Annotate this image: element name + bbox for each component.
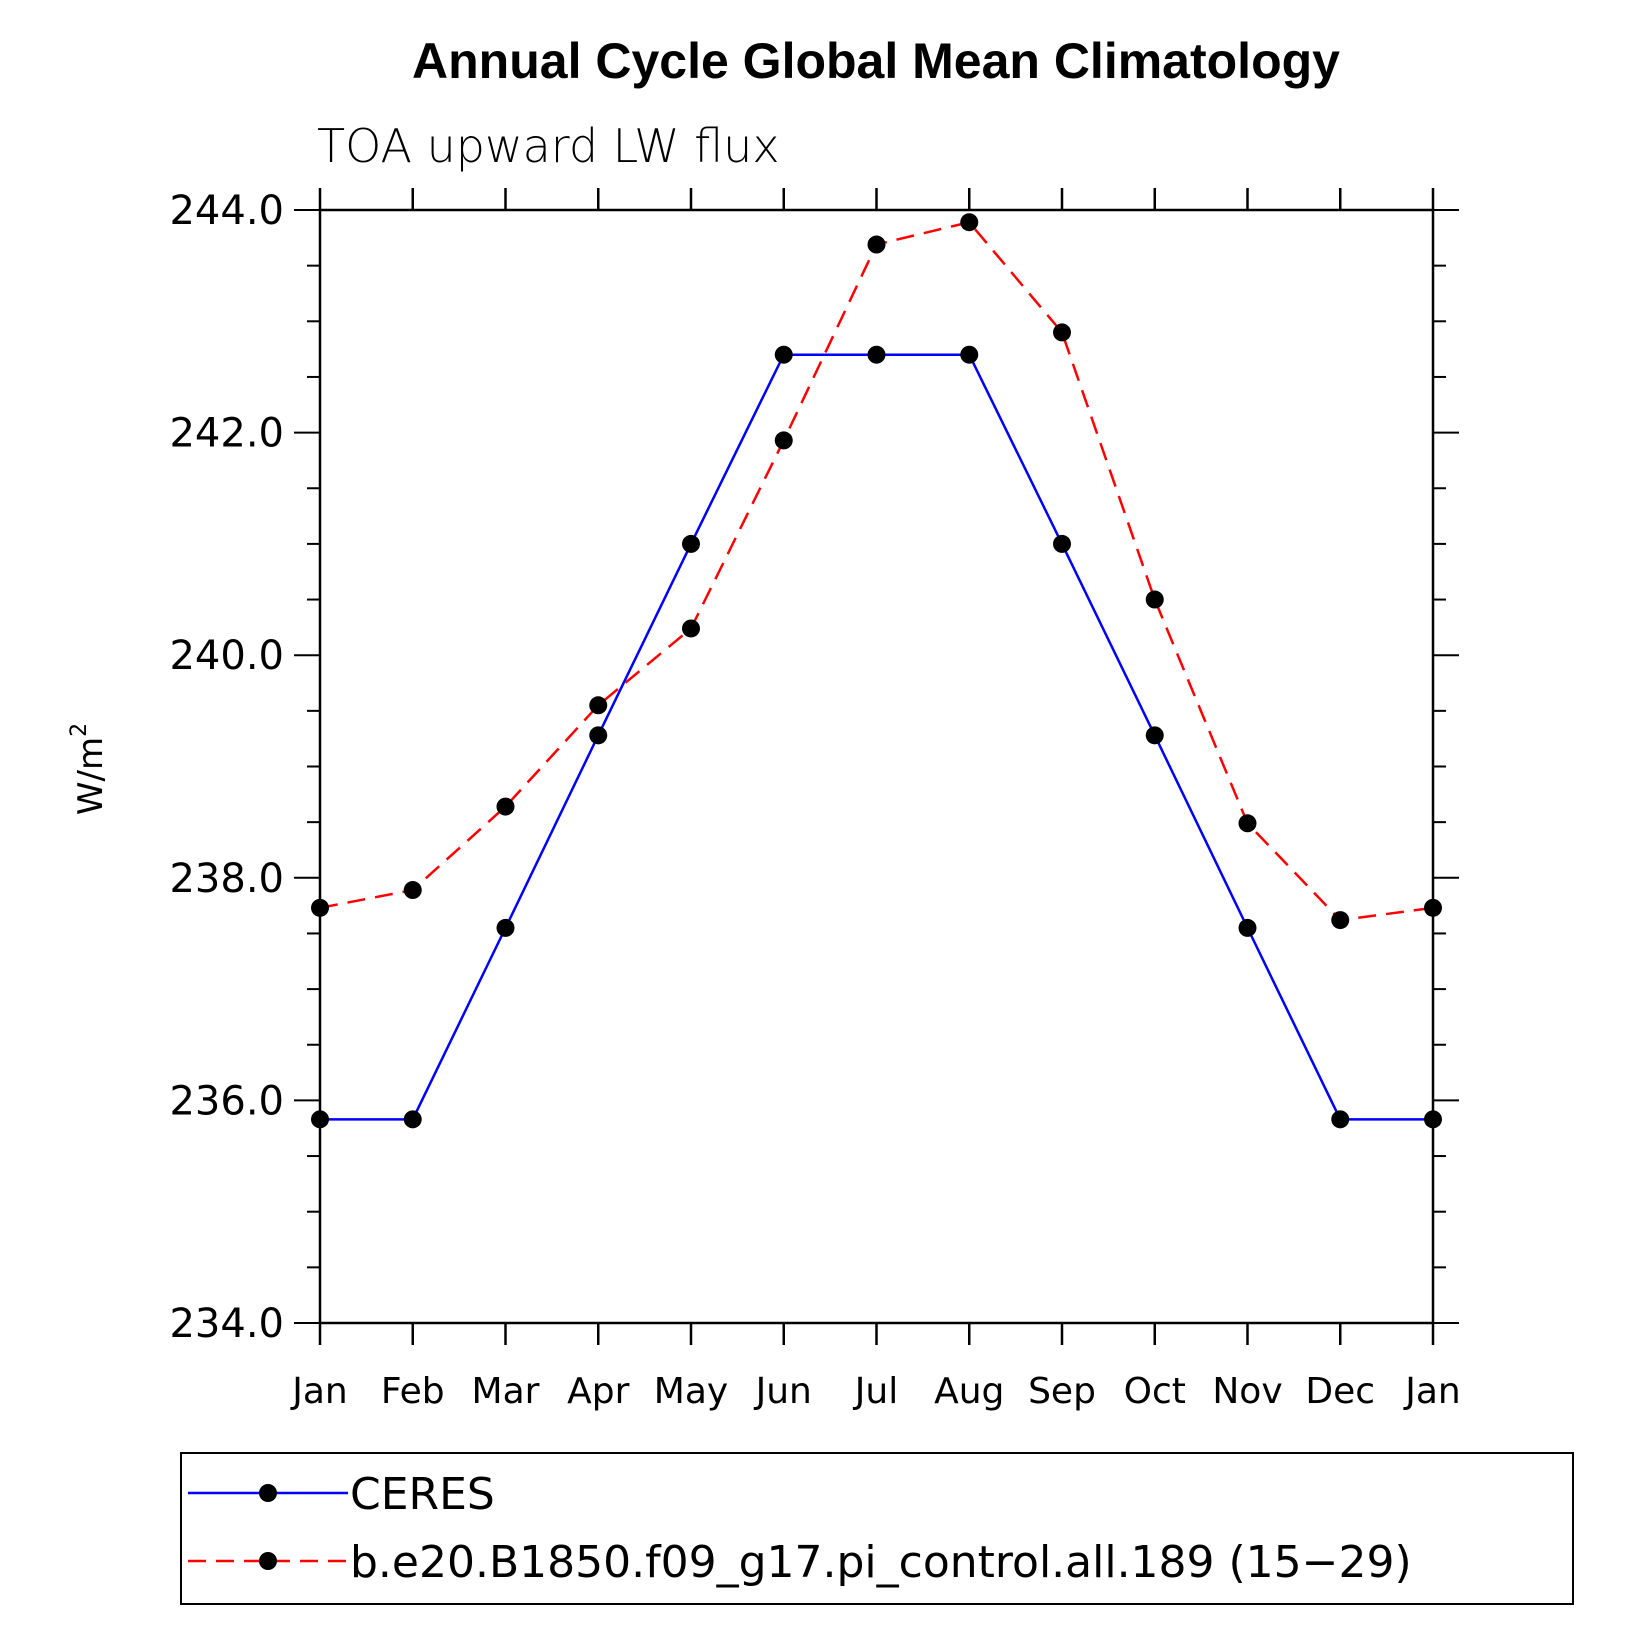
legend-label-model: b.e20.B1850.f09_g17.pi_control.all.189 (… [350, 1537, 1412, 1588]
data-point-series-1 [867, 235, 886, 254]
legend-label-ceres: CERES [350, 1469, 495, 1520]
y-tick-label: 236.0 [169, 1078, 284, 1124]
x-tick-label: Jul [853, 1371, 898, 1412]
y-tick-label: 238.0 [169, 856, 284, 902]
axis-ticks [294, 188, 1459, 1345]
x-tick-label: Nov [1212, 1371, 1282, 1412]
x-tick-label: Jan [290, 1371, 348, 1412]
data-point-series-1 [496, 797, 515, 816]
y-tick-label: 244.0 [169, 188, 284, 234]
legend-marker-ceres [259, 1484, 277, 1502]
svg-text:W/m2: W/m2 [67, 723, 111, 815]
x-tick-label: Oct [1124, 1371, 1186, 1412]
chart-subtitle: TOA upward LW flux [317, 119, 780, 173]
x-tick-label: Feb [381, 1371, 445, 1412]
data-point-series-1 [589, 696, 608, 715]
y-tick-label: 242.0 [169, 411, 284, 457]
legend-marker-model [259, 1552, 277, 1570]
x-tick-label: Mar [472, 1371, 540, 1412]
x-tick-label: Sep [1028, 1371, 1096, 1412]
data-point-series-0 [960, 345, 979, 364]
y-axis-label: W/m2 [67, 723, 111, 815]
data-point-series-0 [682, 534, 700, 553]
x-tick-label: Jun [754, 1371, 812, 1412]
data-point-series-1 [403, 881, 422, 900]
data-point-series-0 [1053, 534, 1071, 553]
x-tick-label: May [654, 1371, 728, 1412]
data-point-series-1 [682, 619, 700, 638]
legend: CERES b.e20.B1850.f09_g17.pi_control.all… [180, 1452, 1574, 1605]
y-tick-labels: 234.0 236.0 238.0 240.0 242.0 244.0 [169, 188, 284, 1347]
data-point-series-1 [1331, 911, 1350, 930]
data-point-series-0 [496, 918, 515, 937]
x-tick-label: Jan [1403, 1371, 1461, 1412]
plot-frame [318, 208, 1435, 1325]
x-tick-label: Aug [934, 1371, 1004, 1412]
y-tick-label: 240.0 [169, 633, 284, 679]
data-point-series-0 [1145, 726, 1164, 745]
series-layer [311, 213, 1442, 1129]
data-point-series-1 [774, 431, 793, 450]
data-point-series-0 [774, 345, 793, 364]
data-point-series-0 [867, 345, 886, 364]
x-tick-label: Apr [567, 1371, 629, 1412]
data-point-series-1 [960, 213, 979, 232]
data-point-series-0 [1238, 918, 1257, 937]
y-tick-label: 234.0 [169, 1301, 284, 1347]
data-point-series-1 [1145, 590, 1164, 609]
data-point-series-1 [1238, 814, 1257, 833]
y-axis-label-superscript: 2 [67, 723, 92, 737]
data-point-series-0 [403, 1110, 422, 1129]
series-line-0 [320, 353, 1433, 1121]
legend-box [180, 1452, 1574, 1605]
data-point-series-0 [1331, 1110, 1350, 1129]
data-point-series-0 [589, 726, 608, 745]
x-tick-labels: Jan Feb Mar Apr May Jun Jul Aug Sep Oct Nov Dec Jan [290, 1371, 1461, 1412]
y-axis-label-text: W/m [71, 737, 111, 815]
data-point-series-1 [1053, 323, 1071, 342]
x-tick-label: Dec [1305, 1371, 1375, 1412]
chart-title: Annual Cycle Global Mean Climatology [412, 33, 1340, 89]
series-line-1 [319, 220, 1434, 922]
